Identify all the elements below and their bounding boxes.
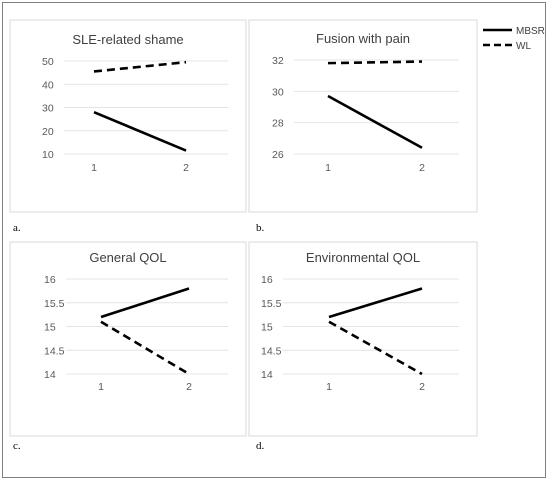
legend-label: MBSR — [516, 26, 545, 37]
x-tick-label: 1 — [98, 381, 104, 393]
x-tick-label: 2 — [186, 381, 192, 393]
y-tick-label: 32 — [272, 55, 284, 67]
series-line-wl — [328, 320, 423, 376]
x-tick-label: 1 — [326, 381, 332, 393]
panel-label: c. — [13, 440, 21, 452]
y-tick-label: 16 — [44, 274, 56, 286]
series-line-mbsr — [100, 287, 190, 319]
panel-1: SLE-related shame 10 20 30 40 50 1 2 a. — [9, 19, 247, 234]
series-line-mbsr — [327, 94, 423, 149]
y-tick-label: 28 — [272, 118, 284, 130]
panel-label: b. — [256, 222, 265, 234]
y-tick-label: 50 — [42, 56, 54, 68]
y-tick-label: 16 — [261, 274, 273, 286]
panel-4: Environmental QOL 14 14.5 15 15.5 16 1 2 d. — [248, 241, 478, 452]
y-tick-label: 14.5 — [44, 345, 65, 357]
y-tick-label: 26 — [272, 149, 284, 161]
y-tick-label: 15 — [261, 322, 273, 334]
series-line-wl — [93, 60, 187, 73]
y-tick-label: 20 — [42, 126, 54, 138]
y-tick-label: 30 — [272, 86, 284, 98]
y-tick-label: 30 — [42, 103, 54, 115]
x-tick-label: 1 — [325, 162, 331, 174]
panel-title: Environmental QOL — [306, 250, 420, 265]
series-line-wl — [327, 60, 423, 65]
x-tick-label: 2 — [183, 162, 189, 174]
y-tick-label: 10 — [42, 149, 54, 161]
y-tick-label: 14 — [44, 369, 56, 381]
panel-3: General QOL 14 14.5 15 15.5 16 1 2 c. — [9, 241, 247, 452]
y-tick-label: 14.5 — [261, 345, 282, 357]
y-tick-label: 14 — [261, 369, 273, 381]
panel-border — [9, 19, 247, 213]
figure-frame — [2, 2, 546, 478]
y-tick-label: 15 — [44, 322, 56, 334]
panel-title: General QOL — [89, 250, 166, 265]
panel-label: d. — [256, 440, 265, 452]
x-tick-label: 1 — [91, 162, 97, 174]
panel-border — [248, 241, 478, 437]
panel-2: Fusion with pain 26 28 30 32 1 2 b. — [248, 19, 478, 234]
series-line-mbsr — [328, 287, 423, 319]
legend: MBSR WL — [483, 26, 545, 52]
legend-label: WL — [516, 41, 531, 52]
panel-label: a. — [13, 222, 21, 234]
series-line-wl — [100, 320, 190, 376]
y-tick-label: 15.5 — [44, 298, 65, 310]
y-tick-label: 15.5 — [261, 298, 282, 310]
x-tick-label: 2 — [419, 162, 425, 174]
x-tick-label: 2 — [419, 381, 425, 393]
series-line-mbsr — [93, 110, 187, 152]
panel-title: SLE-related shame — [72, 32, 183, 47]
panel-title: Fusion with pain — [316, 31, 410, 46]
y-tick-label: 40 — [42, 79, 54, 91]
